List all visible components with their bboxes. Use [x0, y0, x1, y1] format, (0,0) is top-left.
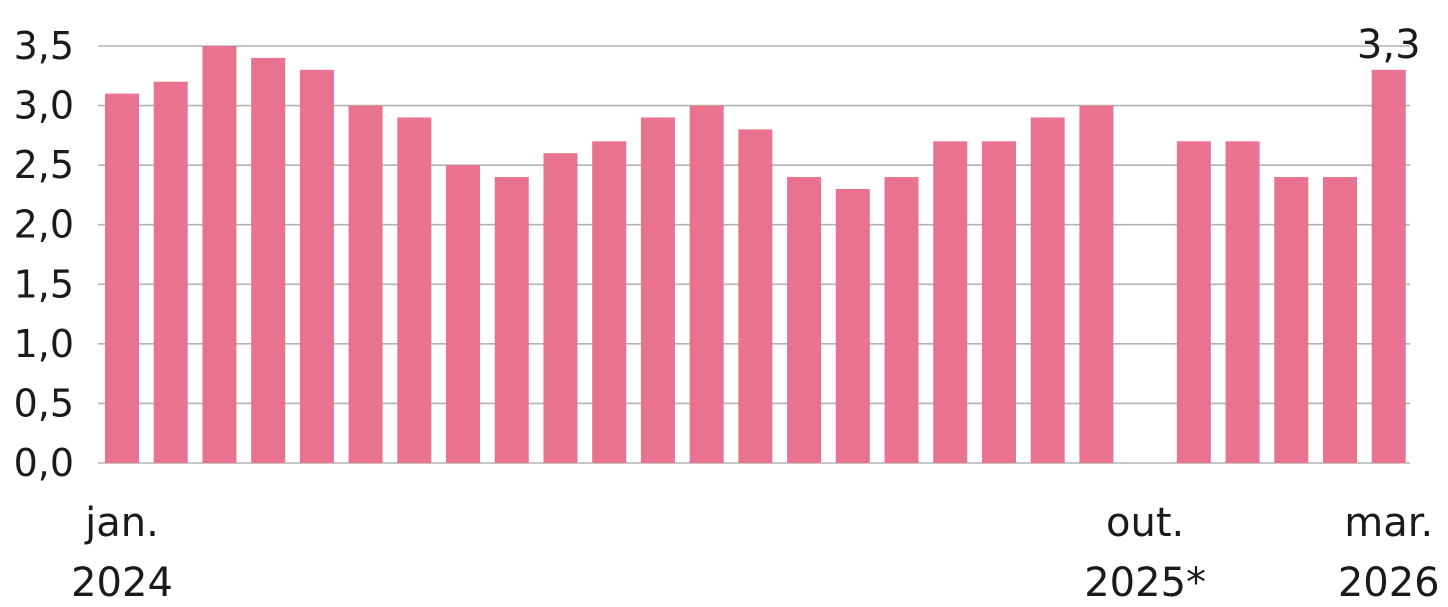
y-tick-label: 2,0	[14, 203, 74, 247]
x-axis-labels: jan. 2024 out. 2025* mar. 2026	[71, 500, 1440, 606]
bar	[153, 81, 188, 463]
bar	[981, 141, 1016, 464]
y-tick-label: 1,5	[14, 262, 74, 306]
bar	[299, 69, 334, 463]
bar	[592, 141, 627, 464]
y-tick-label: 0,0	[14, 441, 74, 485]
bar	[202, 46, 237, 463]
x-axis-label-month: mar.	[1344, 500, 1433, 546]
bar	[348, 105, 383, 464]
bar	[738, 129, 773, 463]
bar	[543, 153, 578, 463]
bar	[397, 117, 432, 463]
bar	[835, 188, 870, 463]
x-axis-label-year: 2025*	[1084, 560, 1206, 606]
y-tick-label: 0,5	[14, 381, 74, 425]
bar	[105, 93, 139, 464]
bar	[689, 105, 724, 464]
bar	[1030, 117, 1065, 463]
data-label: 3,3	[1357, 22, 1421, 68]
bar	[1323, 177, 1357, 464]
y-tick-label: 3,5	[14, 24, 74, 68]
bar	[787, 177, 822, 464]
y-axis-tick-labels: 0,0 0,5 1,0 1,5 2,0 2,5 3,0 3,5	[14, 24, 74, 485]
bar	[494, 177, 529, 464]
data-labels: 3,3	[1357, 22, 1421, 68]
bar	[251, 57, 286, 464]
x-axis-label-month: out.	[1106, 500, 1184, 546]
bar	[1274, 177, 1309, 464]
bar	[446, 165, 481, 463]
bars	[105, 46, 1406, 464]
x-axis-label-year: 2024	[71, 560, 173, 606]
y-tick-label: 1,0	[14, 322, 74, 366]
x-axis-label-year: 2026	[1338, 560, 1440, 606]
bar	[1079, 105, 1114, 464]
y-tick-label: 3,0	[14, 84, 74, 128]
bar	[933, 141, 968, 464]
bar	[1225, 141, 1260, 464]
bar	[1176, 141, 1211, 464]
bar	[1371, 69, 1406, 463]
bar	[884, 177, 919, 464]
x-axis-label-month: jan.	[84, 500, 159, 546]
bar	[640, 117, 675, 463]
y-tick-label: 2,5	[14, 143, 74, 187]
